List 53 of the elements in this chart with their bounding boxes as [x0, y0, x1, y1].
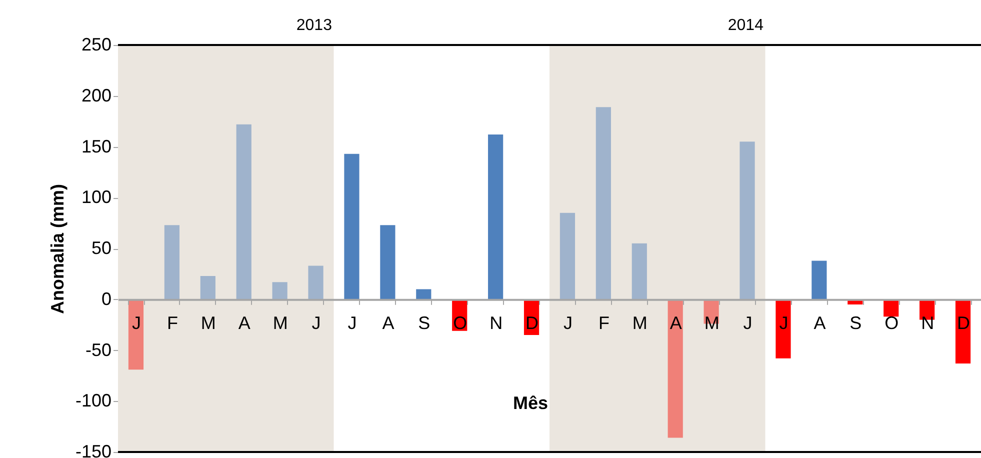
y-tick-label: 0	[101, 288, 112, 309]
bar	[380, 225, 396, 300]
bar	[272, 282, 288, 300]
x-tick-label: J	[312, 312, 321, 333]
x-tick-label: M	[632, 312, 648, 333]
x-tick-label: A	[238, 312, 250, 333]
y-tick-label: -50	[85, 340, 112, 360]
bar	[236, 124, 252, 300]
bar	[776, 299, 791, 358]
x-tick-label: O	[453, 312, 468, 333]
x-tick-label: O	[884, 312, 899, 333]
x-tick-label: F	[166, 312, 178, 333]
x-axis-title: Mês	[512, 392, 548, 413]
y-tick-label: -150	[75, 442, 112, 458]
bar	[668, 299, 683, 438]
x-tick-label: S	[850, 312, 862, 333]
y-tick-label: 100	[81, 187, 112, 208]
x-tick-label: M	[200, 312, 216, 333]
bar	[560, 212, 576, 300]
y-tick-label: 150	[81, 136, 112, 156]
x-tick-label: F	[598, 312, 610, 333]
text: 2013	[296, 17, 332, 34]
bar	[416, 289, 432, 300]
bar	[344, 154, 360, 300]
bar	[740, 142, 755, 300]
text: 2014	[728, 17, 764, 34]
x-tick-label: M	[704, 312, 720, 333]
bar	[632, 243, 647, 300]
bar	[128, 299, 144, 370]
bar	[812, 260, 827, 300]
x-tick-label: J	[743, 312, 752, 333]
x-tick-label: A	[382, 312, 394, 333]
x-tick-label: N	[490, 312, 503, 333]
bar	[200, 276, 216, 300]
bar	[308, 266, 324, 300]
x-tick-label: D	[526, 312, 539, 333]
y-axis-title: Anomalia (mm)	[47, 184, 68, 314]
y-tick-label: 50	[91, 238, 112, 258]
x-tick-label: J	[779, 312, 788, 333]
bar	[596, 107, 611, 300]
bar	[164, 225, 180, 300]
x-tick-label: J	[348, 312, 357, 333]
x-tick-label: D	[957, 312, 970, 333]
y-tick-label: -100	[75, 390, 112, 411]
x-tick-label: S	[418, 312, 430, 333]
x-tick-label: M	[272, 312, 288, 333]
x-tick-label: J	[563, 312, 572, 333]
bar	[488, 134, 504, 300]
y-tick-label: 250	[81, 34, 112, 54]
x-tick-label: J	[132, 312, 141, 333]
x-tick-label: A	[670, 312, 682, 333]
x-tick-label: A	[814, 312, 826, 333]
y-tick-label: 200	[81, 85, 112, 106]
